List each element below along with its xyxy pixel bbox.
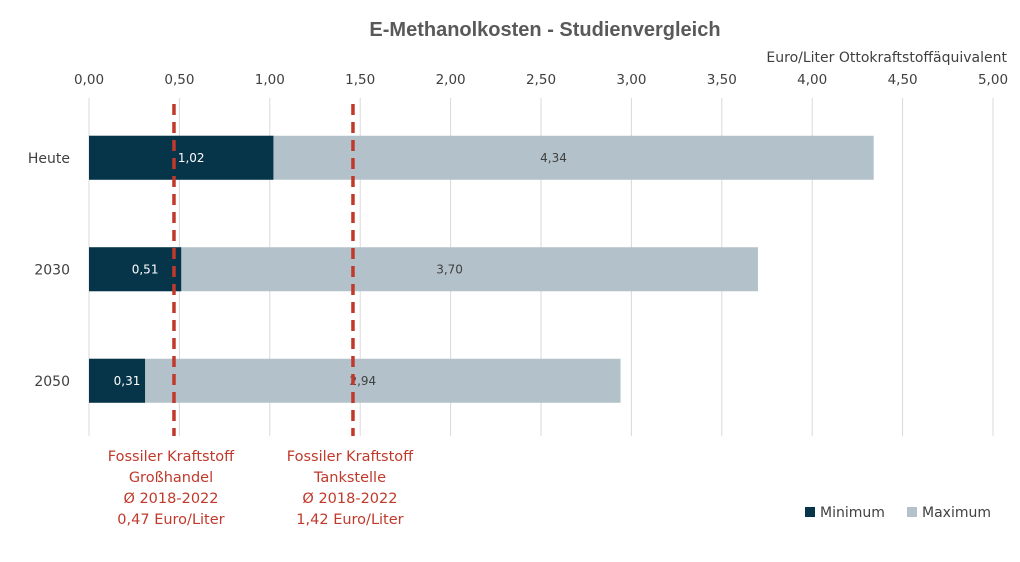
x-tick-label-9: 4,50 [888,72,918,88]
category-label-1: 2030 [34,262,70,278]
reference-lines: Fossiler Kraftstoff Großhandel Ø 2018-2022… [108,104,414,528]
data-label-maximum-0: 4,34 [540,151,567,165]
bar-minimum-1 [89,247,182,292]
data-label-maximum-1: 3,70 [436,262,463,276]
legend-label-0: Minimum [820,505,885,521]
data-label-minimum-2: 0,31 [114,374,141,388]
x-tick-label-7: 3,50 [707,72,737,88]
data-label-minimum-0: 1,02 [178,151,205,165]
reference-label-0-1: Großhandel [129,470,213,486]
reference-label-1-3: 1,42 Euro/Liter [296,512,403,528]
data-label-minimum-1: 0,51 [132,262,159,276]
legend: Minimum Maximum [805,505,991,521]
category-label-2: 2050 [34,374,70,390]
x-tick-label-2: 1,00 [255,72,285,88]
x-tick-label-4: 2,00 [436,72,466,88]
reference-label-0-0: Fossiler Kraftstoff [108,449,235,465]
bar-minimum-2 [89,358,146,403]
category-label-0: Heute [28,151,70,167]
reference-label-0-3: 0,47 Euro/Liter [117,512,224,528]
x-tick-label-1: 0,50 [164,72,194,88]
x-axis-ticks: 0,00 0,50 1,00 1,50 2,00 2,50 3,00 3,50 4,00 4,50… [74,72,1008,88]
x-tick-label-3: 1,50 [345,72,375,88]
bar-maximum-2 [89,358,621,403]
x-tick-label-6: 3,00 [616,72,646,88]
chart-title: E-Methanolkosten - Studienvergleich [369,19,720,41]
x-tick-label-5: 2,50 [526,72,556,88]
legend-label-1: Maximum [922,505,991,521]
reference-label-0-2: Ø 2018-2022 [123,491,218,507]
x-tick-label-8: 4,00 [797,72,827,88]
reference-label-1-0: Fossiler Kraftstoff [287,449,414,465]
bar-minimum-0 [89,135,274,180]
x-tick-label-0: 0,00 [74,72,104,88]
x-tick-label-10: 5,00 [978,72,1008,88]
legend-swatch-0 [805,507,815,517]
reference-label-1-2: Ø 2018-2022 [302,491,397,507]
bars: 1,02 4,34 0,51 3,70 0,31 2,94 [89,135,874,403]
category-labels: Heute 2030 2050 [28,151,70,390]
legend-swatch-1 [907,507,917,517]
bar-maximum-1 [89,247,758,292]
reference-label-1-1: Tankstelle [313,470,386,486]
x-axis-unit-label: Euro/Liter Ottokraftstoffäquivalent [766,50,1007,66]
data-label-maximum-2: 2,94 [349,374,376,388]
